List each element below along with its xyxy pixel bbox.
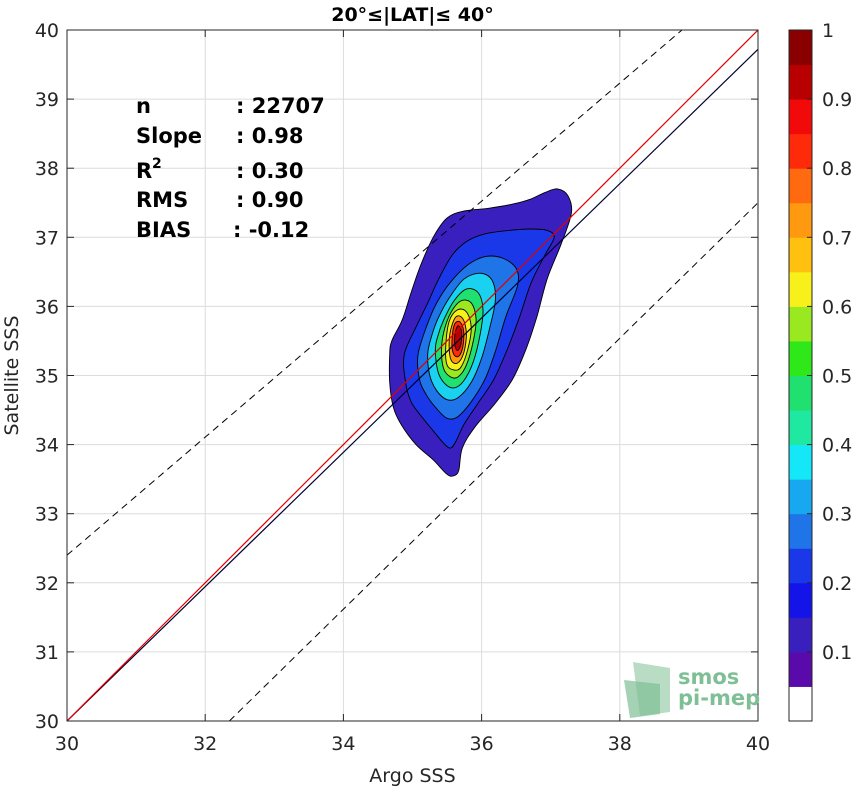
- colorbar-tick-label: 0.6: [822, 296, 852, 318]
- colorbar-tick-label: 1: [822, 20, 834, 42]
- y-tick-label: 35: [35, 366, 59, 388]
- colorbar-segment: [789, 202, 812, 238]
- colorbar-segment: [789, 340, 812, 376]
- reference-lines: [67, 30, 758, 721]
- colorbar-segment: [789, 582, 812, 618]
- colorbar-segment: [789, 375, 812, 411]
- y-tick-label: 40: [35, 20, 59, 42]
- regression-line: [67, 48, 758, 721]
- colorbar-segment: [789, 64, 812, 100]
- x-tick-label: 38: [608, 733, 632, 755]
- colorbar: 0.1 0.2 0.3 0.4 0.5 0.6 0.7 0.8 0.9 1: [788, 20, 852, 722]
- colorbar-segment: [789, 306, 812, 342]
- y-axis-label: Satellite SSS: [1, 315, 23, 435]
- dashed-offset-line: [67, 30, 683, 556]
- colorbar-tick-label: 0.4: [822, 435, 852, 457]
- colorbar-segment: [789, 548, 812, 584]
- colorbar-segment: [789, 410, 812, 446]
- axis-ticks: 30 32 34 36 38 40 30 31 32 33 34 35 36 37 38 39 40: [35, 20, 770, 755]
- x-tick-label: 40: [746, 733, 770, 755]
- colorbar-tick-label: 0.1: [822, 642, 852, 664]
- x-tick-label: 30: [55, 733, 79, 755]
- stat-label: R: [136, 159, 152, 183]
- colorbar-segment: [789, 651, 812, 687]
- x-tick-label: 32: [193, 733, 217, 755]
- colorbar-segment: [789, 237, 812, 273]
- logo-wave-icon-back: [624, 680, 660, 718]
- y-tick-label: 31: [35, 642, 59, 664]
- stat-value: : 0.98: [236, 124, 304, 148]
- colorbar-segment: [789, 99, 812, 135]
- colorbar-segment: [789, 479, 812, 515]
- x-tick-label: 34: [331, 733, 355, 755]
- colorbar-segment: [789, 686, 812, 722]
- stat-value: : 22707: [236, 94, 325, 118]
- identity-line: [67, 30, 758, 721]
- stats-annotation: n : 22707 Slope : 0.98 R 2 : 0.30 RMS : 0.90 BIAS…: [136, 94, 325, 242]
- colorbar-segment: [789, 513, 812, 549]
- y-tick-label: 39: [35, 89, 59, 111]
- chart-title: 20°≤|LAT|≤ 40°: [331, 4, 494, 26]
- colorbar-tick-label: 0.9: [822, 89, 852, 111]
- stat-label: Slope: [136, 124, 202, 148]
- x-tick-label: 36: [470, 733, 494, 755]
- x-axis-label: Argo SSS: [369, 765, 455, 787]
- colorbar-segment: [789, 617, 812, 653]
- colorbar-segment: [789, 133, 812, 169]
- y-tick-label: 30: [35, 711, 59, 733]
- colorbar-tick-label: 0.3: [822, 504, 852, 526]
- stat-value: : 0.90: [236, 188, 304, 212]
- y-tick-label: 34: [35, 435, 59, 457]
- gridlines: [66, 29, 759, 722]
- stat-label: RMS: [136, 188, 188, 212]
- colorbar-segment: [789, 444, 812, 480]
- y-tick-label: 33: [35, 504, 59, 526]
- y-tick-label: 38: [35, 158, 59, 180]
- stat-value: : -0.12: [233, 218, 309, 242]
- stat-value: : 0.30: [236, 159, 304, 183]
- colorbar-tick-label: 0.2: [822, 573, 852, 595]
- logo-text-pimep: pi-mep: [678, 686, 760, 710]
- stat-label: BIAS: [136, 218, 191, 242]
- colorbar-segment: [789, 168, 812, 204]
- dashed-offset-line: [229, 202, 758, 721]
- y-tick-label: 36: [35, 296, 59, 318]
- y-tick-label: 32: [35, 573, 59, 595]
- y-tick-label: 37: [35, 227, 59, 249]
- stat-label: n: [136, 94, 151, 118]
- colorbar-tick-label: 0.5: [822, 366, 852, 388]
- colorbar-segment: [789, 30, 812, 66]
- stat-superscript: 2: [152, 156, 162, 172]
- logo-text-smos: smos: [678, 665, 739, 689]
- colorbar-segment: [789, 271, 812, 307]
- colorbar-tick-label: 0.8: [822, 158, 852, 180]
- colorbar-tick-label: 0.7: [822, 227, 852, 249]
